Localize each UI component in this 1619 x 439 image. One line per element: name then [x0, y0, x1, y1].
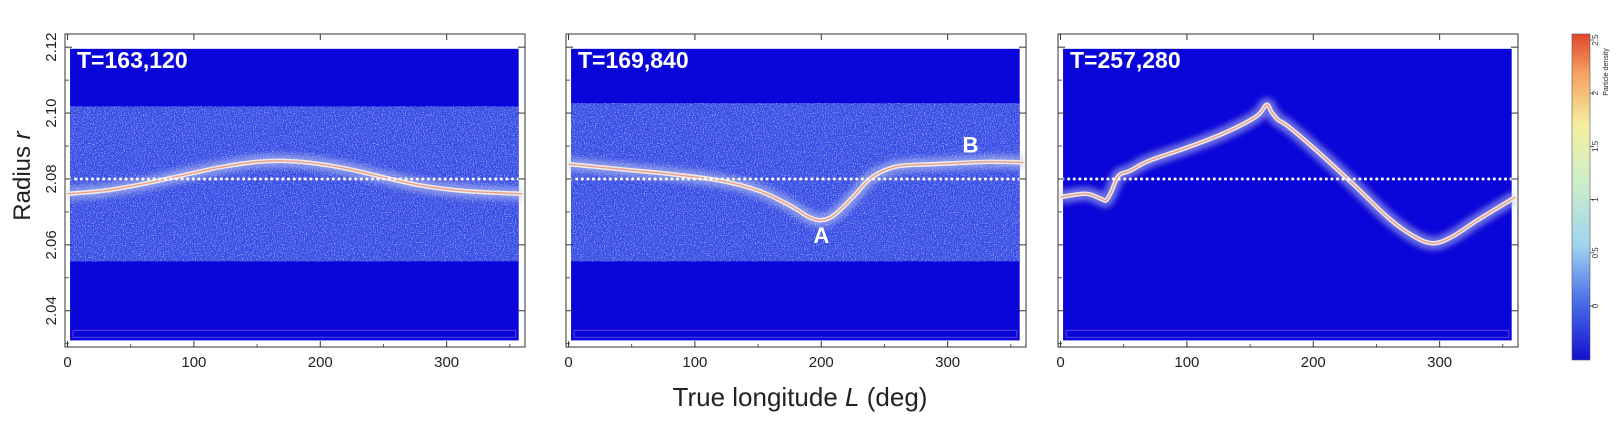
colorbar-gradient — [1571, 33, 1591, 361]
panel-label: T=169,840 — [578, 47, 689, 73]
x-tick-label: 100 — [1174, 354, 1199, 371]
x-tick-label: 100 — [181, 354, 206, 371]
colorbar-ticks: 0 0.5 1 1.5 2 2.5 — [1590, 34, 1600, 308]
y-tick-label: 2.12 — [43, 33, 60, 62]
density-field — [567, 48, 1024, 341]
colorbar-label: Particle density — [1603, 48, 1610, 96]
ring-peak — [1060, 104, 1516, 244]
x-tick-label: 200 — [1301, 354, 1326, 371]
ring-peak — [67, 160, 523, 195]
colorbar-tick-label: 0.5 — [1591, 247, 1600, 259]
x-tick-label: 0 — [63, 354, 71, 371]
colorbar: 0 0.5 1 1.5 2 2.5 Particle density — [1571, 33, 1610, 361]
panel-1: T=163,120 0 100 200 300 2.04 2.06 2.08 2.10 2.12 — [43, 33, 526, 371]
colorbar-tick-label: 1.5 — [1591, 140, 1600, 152]
x-tick-label: 0 — [1056, 354, 1064, 371]
y-axis-label: Radius r — [9, 130, 36, 220]
panel-3: T=257,280 0 100 200 300 — [1056, 33, 1519, 371]
annotation-b: B — [962, 132, 978, 157]
colorbar-tick-label: 1 — [1591, 197, 1600, 202]
colorbar-tick-label: 0 — [1591, 303, 1600, 308]
scatter-band-grain — [571, 103, 1020, 262]
edge-artifact — [1065, 329, 1510, 339]
x-tick-label: 300 — [935, 354, 960, 371]
x-tick-label: 0 — [564, 354, 572, 371]
y-tick-label: 2.08 — [43, 164, 60, 193]
panel-2: T=169,840 A B 0 100 200 300 — [564, 33, 1027, 371]
colorbar-tick-label: 2.5 — [1591, 34, 1600, 46]
x-tick-label: 300 — [434, 354, 459, 371]
ring-peak — [568, 161, 1024, 221]
edge-artifact — [72, 329, 517, 339]
y-tick-label: 2.06 — [43, 230, 60, 259]
panel-label: T=163,120 — [77, 47, 188, 73]
x-axis-label: True longitude L (deg) — [673, 382, 928, 412]
x-tick-label: 300 — [1427, 354, 1452, 371]
edge-artifact — [573, 329, 1018, 339]
density-field — [66, 48, 523, 341]
panel-label: T=257,280 — [1070, 47, 1181, 73]
x-tick-label: 100 — [682, 354, 707, 371]
x-tick-label: 200 — [308, 354, 333, 371]
y-tick-label: 2.04 — [43, 296, 60, 325]
density-background — [1063, 48, 1512, 341]
annotation-a: A — [813, 223, 829, 248]
x-tick-label: 200 — [809, 354, 834, 371]
y-tick-label: 2.10 — [43, 98, 60, 127]
colorbar-tick-label: 2 — [1591, 90, 1600, 95]
density-field — [1059, 48, 1518, 341]
